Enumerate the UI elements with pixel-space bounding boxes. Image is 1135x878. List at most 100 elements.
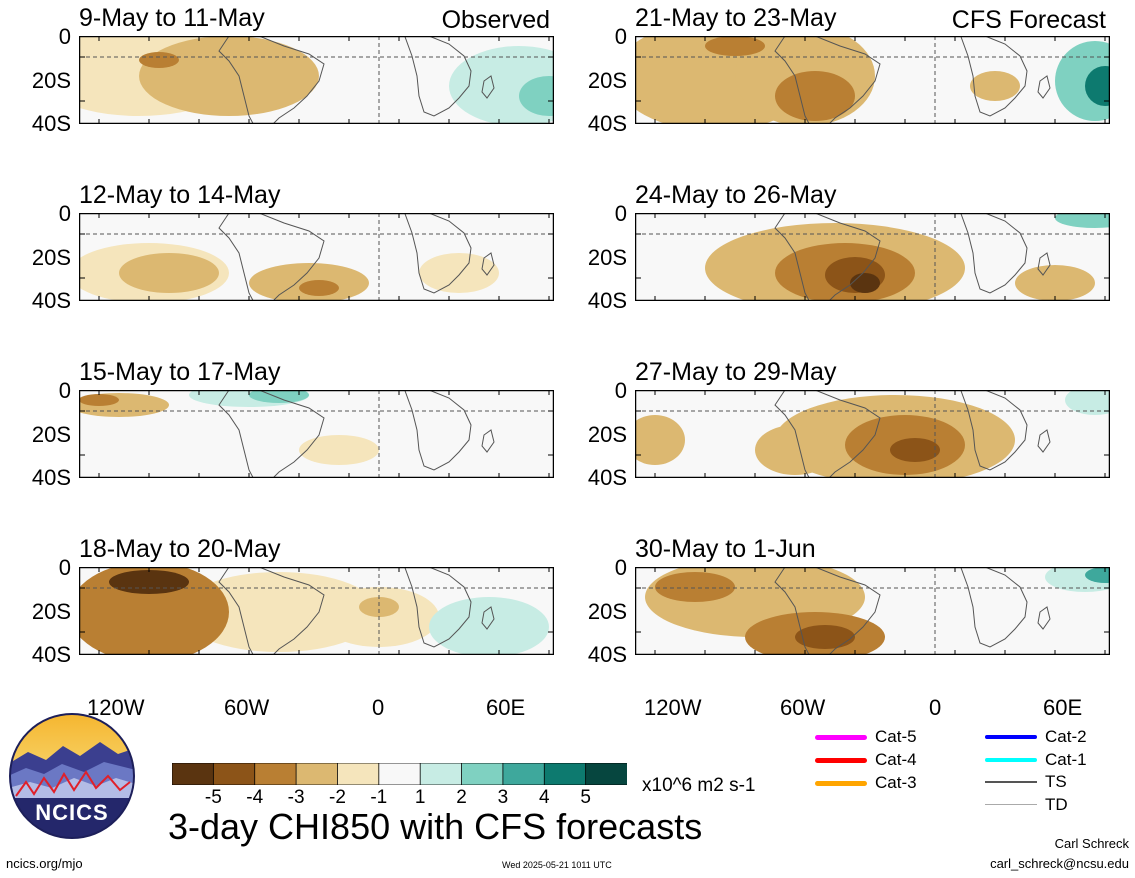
lat-tick-label: 20S [587, 422, 627, 447]
continent-outline [960, 36, 1028, 117]
continent-outline [774, 390, 881, 478]
map-panel [635, 567, 1110, 655]
continent-outline [960, 567, 1028, 648]
units-label: x10^6 m2 s-1 [642, 775, 756, 796]
anomaly-contour [79, 567, 229, 655]
colorbar-tick-label: -2 [329, 787, 346, 808]
colorbar-swatch [295, 763, 339, 785]
legend-label-ts: TS [1045, 772, 1067, 791]
anomaly-contour [1015, 265, 1095, 301]
legend-line-cat3 [815, 781, 867, 786]
panel-frame [635, 390, 1110, 478]
map-panel [635, 390, 1110, 478]
anomaly-contour [795, 625, 855, 649]
colorbar-tick-label: -3 [287, 787, 305, 808]
anomaly-contour [655, 572, 735, 602]
colorbar-swatch [378, 763, 422, 785]
colorbar-tick-label: -5 [204, 787, 222, 808]
anomaly-contour [519, 76, 554, 116]
anomaly-contour [419, 253, 499, 293]
colorbar-tick-label: 4 [538, 787, 550, 808]
map-panel [79, 36, 554, 124]
lat-tick-label: 0 [614, 555, 627, 580]
continent-outline [1037, 429, 1051, 453]
colorbar-tick-label: 3 [497, 787, 509, 808]
continent-outline [218, 36, 325, 124]
panel-title: 21-May to 23-May [635, 4, 837, 32]
anomaly-contour [139, 52, 179, 68]
colorbar-swatch [461, 763, 504, 785]
continent-outline [960, 390, 1028, 471]
lat-tick-label: 20S [587, 68, 627, 93]
map-panel [635, 36, 1110, 124]
lat-tick-label: 40S [587, 111, 627, 136]
colorbar-swatch [337, 763, 380, 785]
continent-outline [404, 567, 472, 648]
colorbar-tick-label: -4 [246, 787, 264, 808]
anomaly-contour [139, 36, 319, 116]
lat-tick-label: 40S [31, 642, 71, 667]
logo-text: NCICS [35, 800, 109, 825]
colorbar-tick-label: 2 [456, 787, 467, 808]
continent-outline [1037, 75, 1051, 99]
lat-tick-label: 20S [587, 245, 627, 270]
lat-tick-label: 0 [614, 24, 627, 49]
legend-label-td: TD [1045, 795, 1068, 814]
map-panel [79, 567, 554, 655]
lat-tick-label: 20S [31, 599, 71, 624]
colorbar-tick-label: 5 [580, 787, 591, 808]
continent-outline [218, 213, 325, 301]
lat-tick-label: 40S [587, 642, 627, 667]
lat-tick-label: 40S [587, 465, 627, 490]
observed-label: Observed [441, 6, 550, 34]
anomaly-contour [775, 71, 855, 121]
ncics-logo: NCICS [8, 712, 136, 840]
lat-tick-label: 40S [31, 288, 71, 313]
panel-frame [635, 567, 1110, 655]
legend-label-cat4: Cat-4 [875, 750, 917, 769]
author-email[interactable]: carl_schreck@ncsu.edu [990, 856, 1129, 871]
lon-tick-label: 60W [780, 695, 826, 720]
continent-outline [481, 606, 495, 630]
legend-label-cat5: Cat-5 [875, 727, 917, 746]
anomaly-contour [890, 438, 940, 462]
legend-line-td [985, 804, 1037, 805]
colorbar-swatch [502, 763, 546, 785]
continent-outline [404, 36, 472, 117]
lat-tick-label: 0 [58, 555, 71, 580]
lat-tick-label: 40S [31, 465, 71, 490]
legend-line-ts [985, 781, 1037, 783]
site-link[interactable]: ncics.org/mjo [6, 856, 83, 871]
continent-outline [774, 213, 881, 301]
continent-outline [960, 213, 1028, 294]
continent-outline [481, 75, 495, 99]
continent-outline [774, 567, 881, 655]
continent-outline [481, 252, 495, 276]
colorbar-tick-label: -1 [370, 787, 388, 808]
panel-title: 12-May to 14-May [79, 181, 281, 209]
panel-title: 24-May to 26-May [635, 181, 837, 209]
continent-outline [218, 567, 325, 655]
anomaly-contour [119, 253, 219, 293]
legend-label-cat2: Cat-2 [1045, 727, 1087, 746]
author-name: Carl Schreck [1054, 836, 1129, 851]
anomaly-contour [850, 273, 880, 293]
panel-title: 18-May to 20-May [79, 535, 281, 563]
colorbar-tick-label: 1 [414, 787, 426, 808]
lat-tick-label: 40S [587, 288, 627, 313]
panel-title: 27-May to 29-May [635, 358, 837, 386]
continent-outline [404, 390, 472, 471]
lat-tick-label: 0 [58, 378, 71, 403]
continent-outline [481, 429, 495, 453]
panel-frame [79, 567, 554, 655]
lat-tick-label: 0 [58, 24, 71, 49]
colorbar-swatch [585, 763, 627, 785]
anomaly-contour [1055, 213, 1110, 228]
lon-tick-label: 0 [372, 695, 385, 720]
anomaly-contour [1085, 66, 1110, 106]
legend-line-cat1 [985, 758, 1037, 762]
colorbar [172, 763, 627, 785]
anomaly-contour [109, 570, 189, 594]
anomaly-contour [359, 597, 399, 617]
panel-frame [79, 390, 554, 478]
